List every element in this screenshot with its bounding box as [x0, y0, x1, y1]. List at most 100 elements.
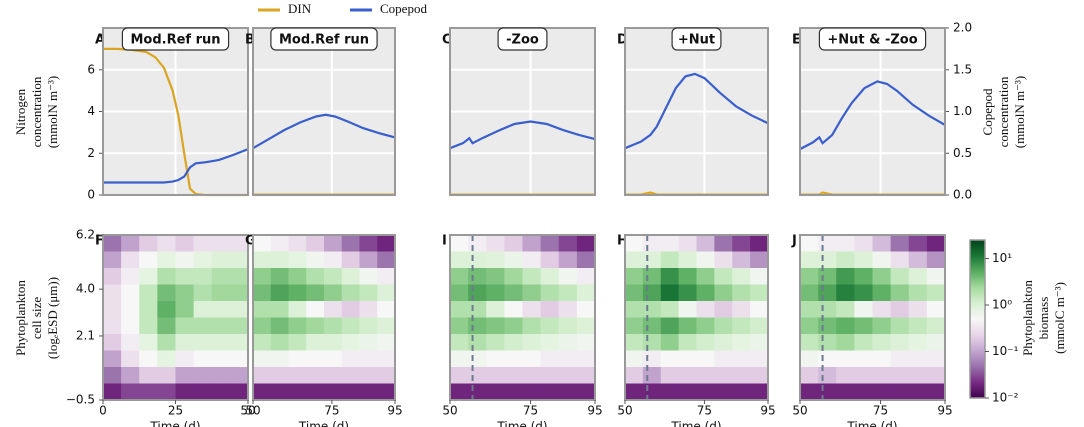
heat-cell	[450, 334, 469, 352]
colorbar-step	[970, 370, 985, 373]
colorbar-step	[970, 374, 985, 377]
heat-cell	[450, 367, 469, 385]
heat-cell	[642, 284, 662, 302]
heat-cell	[359, 367, 378, 385]
heat-cell	[468, 367, 487, 385]
heat-cell	[818, 284, 837, 302]
title-box	[671, 27, 722, 51]
colorbar-step	[970, 256, 985, 259]
heat-cell	[229, 383, 249, 401]
heat-cell	[157, 350, 177, 368]
heat-cell	[660, 367, 680, 385]
heat-cell	[836, 284, 855, 302]
heat-cell	[678, 235, 698, 253]
axis-label-line: cell size	[29, 297, 44, 339]
heat-cell	[306, 383, 325, 401]
heat-cell	[103, 334, 122, 352]
heat-cell	[157, 334, 177, 352]
colorbar-step	[970, 258, 985, 261]
heat-cell	[926, 235, 946, 253]
title-box	[121, 27, 230, 51]
panel-letter: I	[442, 234, 447, 249]
colorbar-step	[970, 326, 985, 329]
heat-cell	[522, 251, 542, 269]
heat-cell	[121, 268, 140, 286]
colorbar-step	[970, 382, 985, 385]
heat-cell	[175, 235, 195, 253]
heat-cell	[121, 251, 140, 269]
heat-cell	[660, 334, 680, 352]
heat-cell	[306, 235, 325, 253]
heat-cell	[324, 383, 343, 401]
heat-cell	[625, 367, 644, 385]
heat-cell	[288, 284, 307, 302]
heat-cell	[306, 284, 325, 302]
heat-cell	[818, 383, 837, 401]
heat-cell	[450, 268, 469, 286]
heat-cell	[211, 334, 231, 352]
y2-tick-label: 0.0	[953, 188, 972, 202]
heat-cell	[270, 284, 290, 302]
heat-cell	[193, 235, 213, 253]
heat-cell	[193, 251, 213, 269]
heat-cell	[800, 350, 819, 368]
heat-cell	[800, 284, 819, 302]
heat-cell	[854, 334, 874, 352]
heat-cell	[324, 268, 343, 286]
heat-cell	[625, 251, 644, 269]
heat-cell	[836, 301, 855, 319]
heat-cell	[486, 251, 505, 269]
panel-title: +Nut & -Zoo	[827, 33, 917, 48]
heat-cell	[377, 284, 396, 302]
panel-title: Mod.Ref run	[279, 33, 369, 48]
heat-cell	[696, 383, 715, 401]
heat-cell	[576, 367, 596, 385]
heat-cell	[504, 317, 524, 335]
panel-letter: E	[792, 33, 801, 48]
x-tick-label: 75	[523, 404, 538, 418]
heat-cell	[121, 317, 140, 335]
heat-cell	[341, 334, 361, 352]
heat-cell	[908, 251, 928, 269]
x-tick-label: 95	[760, 404, 775, 418]
heat-cell	[714, 334, 733, 352]
heat-cell	[926, 367, 946, 385]
heat-cell	[157, 268, 177, 286]
x-tick-label: 95	[387, 404, 402, 418]
heat-cell	[732, 284, 751, 302]
heat-cell	[288, 383, 307, 401]
x-axis-label: Time (d)	[149, 420, 200, 427]
heat-cell	[193, 284, 213, 302]
heat-cell	[306, 317, 325, 335]
heat-cell	[359, 284, 378, 302]
heat-cell	[558, 367, 578, 385]
heat-cell	[121, 301, 140, 319]
heat-cell	[121, 284, 140, 302]
heat-cell	[139, 235, 158, 253]
heat-cell	[468, 301, 487, 319]
colorbar-step	[970, 282, 985, 285]
axis-label-line: biomass	[1036, 297, 1051, 340]
heat-cell	[103, 235, 122, 253]
heat-cell	[175, 367, 195, 385]
heat-cell	[732, 251, 751, 269]
colorbar-step	[970, 342, 985, 345]
colorbar-step	[970, 298, 985, 301]
heat-cell	[229, 350, 249, 368]
heat-cell	[576, 317, 596, 335]
colorbar-tick-label: 10⁰	[992, 298, 1012, 312]
colorbar-step	[970, 392, 985, 395]
heat-cell	[522, 367, 542, 385]
x-tick-label: 50	[617, 404, 632, 418]
y-tick-label: 6.2	[76, 228, 95, 242]
heat-cell	[750, 334, 769, 352]
heat-cell	[678, 317, 698, 335]
heat-cell	[908, 334, 928, 352]
heat-cell	[732, 383, 751, 401]
heat-cell	[324, 301, 343, 319]
heat-cell	[175, 284, 195, 302]
colorbar-step	[970, 274, 985, 277]
heat-cell	[359, 334, 378, 352]
colorbar-step	[970, 364, 985, 367]
heat-cell	[253, 317, 272, 335]
